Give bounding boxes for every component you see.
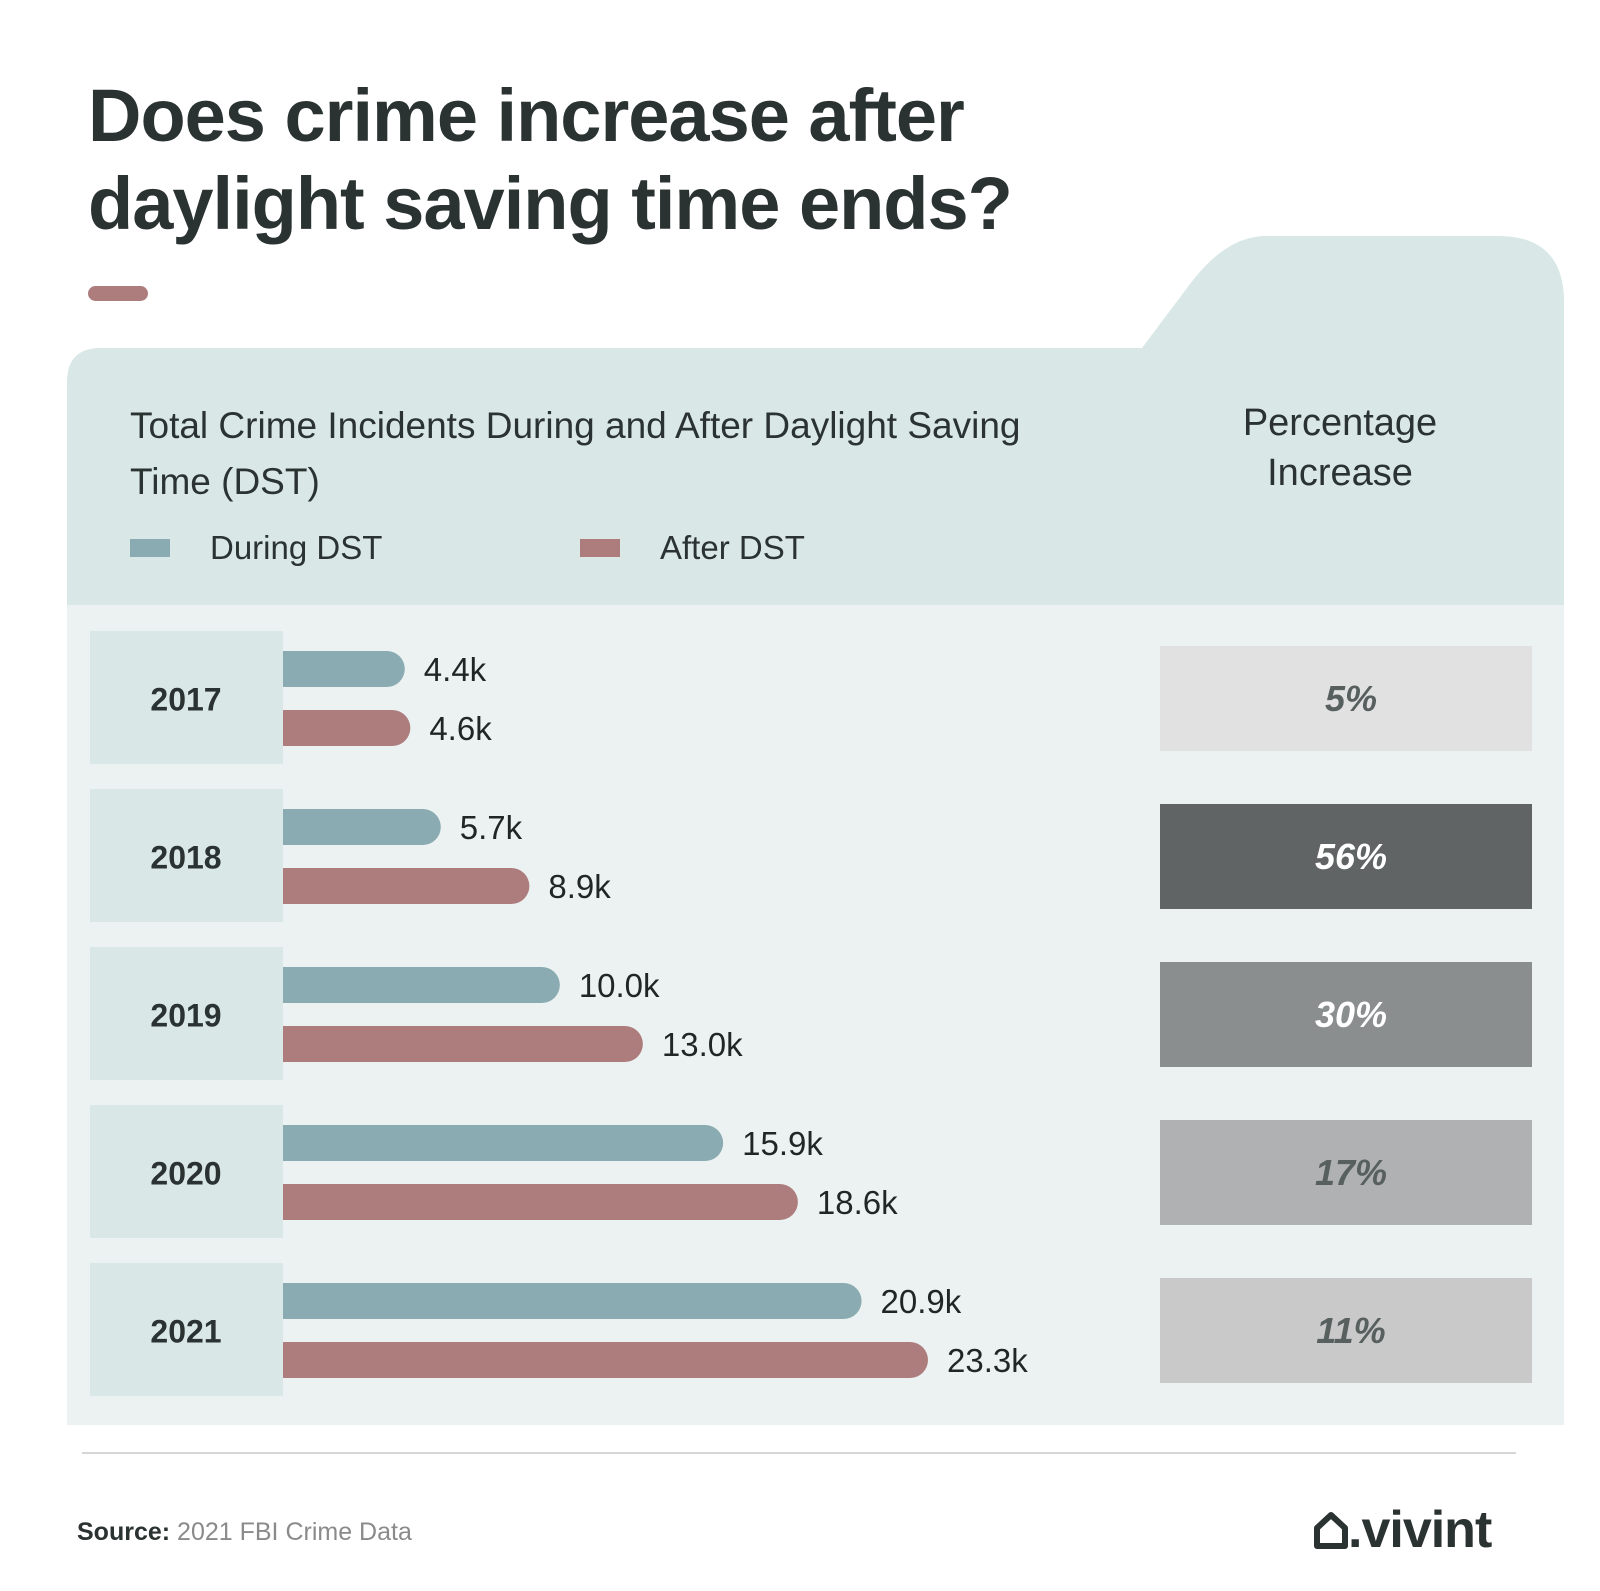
bar-during-dst [283,1125,724,1161]
bar-after-dst [283,1342,928,1378]
bar-after-dst [283,710,411,746]
bar-during-dst [283,651,405,687]
percentage-value: 17% [1315,1152,1387,1193]
legend-after-swatch [580,539,620,557]
bar-during-value-label: 15.9k [742,1125,823,1162]
percentage-box [1160,646,1532,751]
bar-after-value-label: 13.0k [662,1026,743,1063]
percentage-box [1160,1120,1532,1225]
year-label: 2018 [150,840,221,876]
bar-after-value-label: 8.9k [548,868,611,905]
year-label-box [90,947,283,1080]
bar-during-value-label: 20.9k [881,1283,962,1320]
year-label: 2019 [150,998,221,1034]
year-label-box [90,789,283,922]
legend-after-label: After DST [660,529,805,566]
legend-during-label: During DST [210,529,383,566]
house-icon [1314,1512,1348,1549]
legend-during-swatch [130,539,170,557]
bar-after-value-label: 18.6k [817,1184,898,1221]
bar-after-dst [283,1184,798,1220]
year-label: 2020 [150,1156,221,1192]
bar-during-value-label: 4.4k [424,651,487,688]
percentage-box [1160,1278,1532,1383]
percentage-value: 56% [1315,836,1387,877]
percentage-value: 30% [1315,994,1387,1035]
percentage-box [1160,962,1532,1067]
year-label: 2021 [150,1314,221,1350]
legend-during: During DST [130,529,383,566]
source-note: Source: 2021 FBI Crime Data [77,1518,412,1547]
source-label: Source: [77,1518,171,1546]
chart-title: Total Crime Incidents During and After D… [130,405,1021,502]
year-label-box [90,1105,283,1238]
percentage-value: 5% [1325,678,1377,719]
source-text: 2021 FBI Crime Data [177,1518,412,1546]
bar-during-dst [283,967,560,1003]
footer-divider [82,1452,1516,1454]
bar-during-dst [283,809,441,845]
page-title: Does crime increase after daylight savin… [88,74,1013,245]
percentage-value: 11% [1316,1310,1385,1351]
bar-during-value-label: 5.7k [460,809,523,846]
title-accent-bar [88,286,148,301]
logo-wordmark: .vivint [1348,1501,1492,1559]
bar-after-value-label: 4.6k [429,710,492,747]
legend-after: After DST [580,529,805,566]
bar-after-dst [283,868,530,904]
year-label: 2017 [150,682,221,718]
vivint-logo: .vivint [1314,1500,1492,1560]
percentage-box [1160,804,1532,909]
bar-during-value-label: 10.0k [579,967,660,1004]
bar-during-dst [283,1283,862,1319]
bar-after-dst [283,1026,643,1062]
year-label-box [90,1263,283,1396]
year-label-box [90,631,283,764]
bar-after-value-label: 23.3k [947,1342,1028,1379]
percentage-header: Percentage Increase [1242,402,1438,494]
